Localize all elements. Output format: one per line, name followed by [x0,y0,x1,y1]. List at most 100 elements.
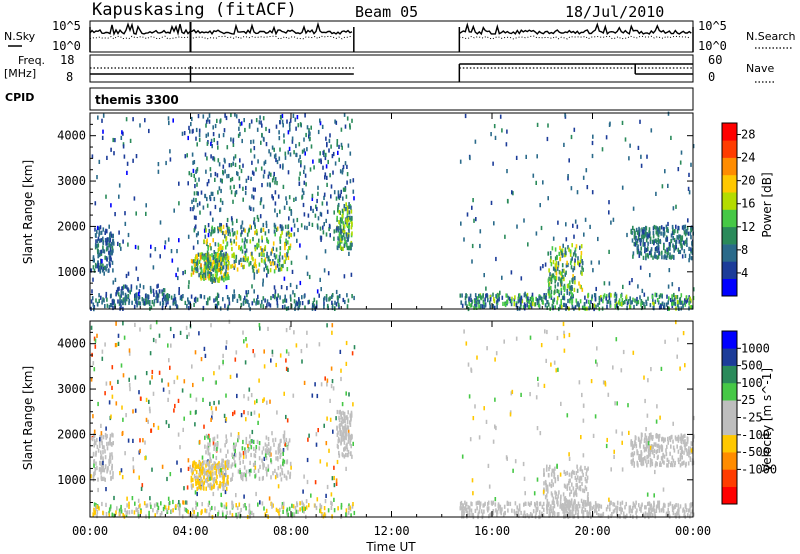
velocity-cell [121,475,124,480]
power-cell [209,255,211,260]
velocity-cell [253,353,256,358]
velocity-cell [522,513,525,518]
date-title: 18/Jul/2010 [565,3,664,21]
velocity-cell [650,513,652,518]
velocity-cell [242,472,245,477]
power-cell [633,228,636,233]
power-cell [640,238,642,243]
power-cell [192,160,194,165]
velocity-cell [344,435,346,440]
velocity-cell [643,375,645,380]
power-cell [198,132,201,137]
power-cell [308,221,311,226]
power-cell [608,281,611,286]
velocity-cell [218,470,220,475]
power-cell [148,301,151,306]
power-cell [666,247,668,252]
power-cell [340,246,343,251]
power-cell [663,230,666,235]
power-cell [326,303,329,309]
power-cell [159,254,161,259]
power-cell [278,262,281,267]
power-cell [196,268,199,273]
power-cell [602,294,605,299]
power-cell [470,297,472,303]
power-cell [338,144,340,149]
power-cell [527,242,529,247]
velocity-cell [589,506,592,511]
power-cell [480,295,482,300]
velocity-cell [693,434,695,439]
velocity-cell [514,511,516,516]
power-cell [216,264,218,269]
power-cell [564,250,567,255]
power-cell [578,303,580,308]
power-cell [283,133,285,138]
power-cell [671,231,674,236]
nsky-panel: N.Sky 10^5 10^0 10^5 10^0 N.Search [4,19,796,53]
power-cell [654,292,657,297]
power-cell [147,295,150,300]
velocity-cell [219,448,222,453]
velocity-cell [225,434,227,439]
velocity-cell [271,349,274,354]
power-cell [214,273,217,278]
power-cell [295,143,297,149]
velocity-cell [486,506,489,511]
velocity-cell [290,465,292,470]
power-cell [668,242,671,247]
power-cell [234,263,236,268]
velocity-cell [187,458,190,463]
velocity-cell [681,461,683,466]
power-cell [649,250,651,256]
velocity-cell [112,471,114,476]
velocity-cell [535,506,538,511]
power-cell [231,253,233,258]
power-cell [101,268,104,273]
velocity-cell [647,454,650,459]
velocity-cell [244,450,246,455]
power-cell [336,142,338,147]
velocity-cell [650,509,653,514]
velocity-cell [583,499,585,504]
power-cell [209,274,212,279]
power-cell [573,127,576,132]
power-cell [269,152,272,157]
power-cell [308,274,311,280]
velocity-cell [282,505,285,510]
velocity-cell [229,374,232,379]
velocity-cell [610,500,612,505]
velocity-cell [464,500,466,505]
power-cell [145,211,147,216]
power-cell [117,299,119,304]
power-cell [486,293,488,298]
power-cell [218,258,220,263]
power-cell [598,300,601,305]
velocity-cell [621,500,624,505]
power-cell [196,265,199,270]
velocity-cell [287,470,289,475]
velocity-cell [202,483,205,488]
velocity-cell [556,497,559,502]
velocity-cell [101,445,104,450]
velocity-cell [352,502,354,507]
power-cell [191,152,194,157]
power-cell [162,300,165,306]
velocity-cell [656,433,658,438]
power-cell [333,306,336,311]
power-cell [102,240,105,246]
power-colorbar-label: Power [dB] [760,172,774,237]
velocity-cell [524,514,527,519]
velocity-cell [111,455,114,460]
power-cell [254,244,256,250]
power-cell [283,205,286,210]
power-cell [597,302,599,308]
velocity-cell [569,492,571,497]
velocity-cell [289,471,292,476]
power-cell [135,266,138,271]
power-cell [192,197,195,202]
velocity-cell [101,349,104,354]
power-cell [236,298,239,303]
power-cell [667,111,670,116]
power-cell [333,236,335,241]
